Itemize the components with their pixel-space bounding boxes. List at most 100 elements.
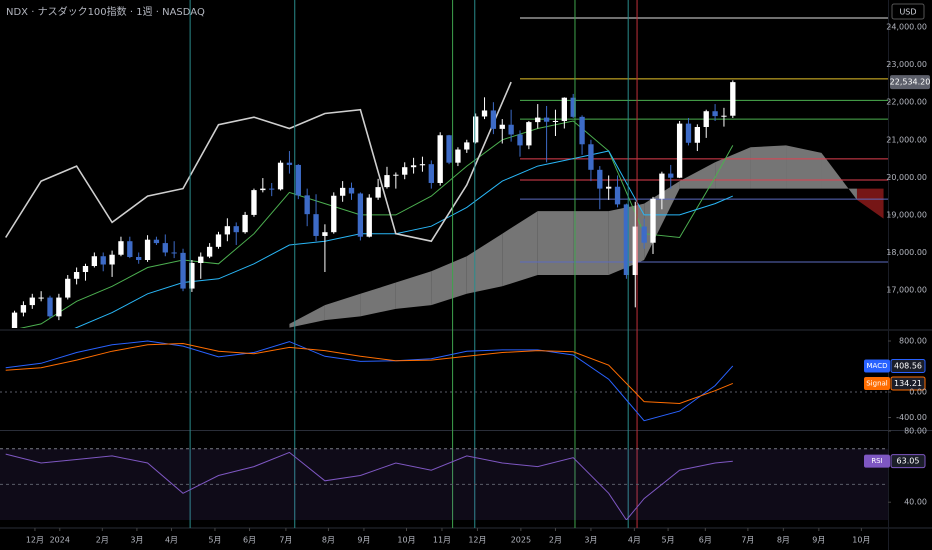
y-tick-label: 800.00	[899, 336, 927, 345]
candle-body	[91, 256, 98, 267]
y-tick-label: 22,000.00	[886, 98, 927, 107]
candle-body	[614, 186, 621, 205]
last-value: 408.56	[894, 361, 922, 370]
cloud-segment	[289, 305, 325, 328]
legend-name-box	[864, 359, 890, 373]
x-tick-label: 6月	[699, 536, 712, 545]
candle-body	[455, 149, 461, 163]
cloud-segment	[786, 145, 822, 189]
cloud-segment	[360, 282, 396, 317]
candle-body	[375, 187, 381, 198]
last-value-box	[890, 454, 926, 469]
candle-body	[47, 297, 53, 317]
candle-body	[730, 82, 736, 116]
candle-body	[721, 115, 727, 117]
candle-body	[410, 165, 417, 168]
candle-body	[650, 198, 656, 243]
candle-body	[56, 297, 62, 317]
x-tick-label: 8月	[322, 536, 335, 545]
x-tick-label: 11月	[433, 536, 451, 545]
candle-body	[215, 234, 222, 247]
x-tick-label: 9月	[357, 536, 370, 545]
y-tick-label: -400.00	[896, 413, 927, 422]
candle-body	[517, 134, 523, 146]
y-tick-label: 24,000.00	[886, 23, 927, 32]
candle-body	[499, 124, 505, 129]
candle-body	[472, 116, 479, 143]
cloud-segment	[750, 145, 787, 189]
candle-body	[694, 126, 701, 143]
legend-name-box	[864, 454, 890, 468]
candle-body	[277, 162, 284, 190]
cloud-segment	[324, 293, 361, 321]
candle-body	[490, 110, 497, 129]
candle-body	[331, 195, 337, 233]
candle-body	[206, 246, 213, 257]
candle-body	[127, 241, 133, 257]
x-tick-label: 10月	[397, 536, 415, 545]
cloud-segment	[431, 256, 467, 306]
candle-body	[623, 204, 630, 276]
candle-body	[73, 272, 80, 279]
candle-body	[668, 173, 674, 178]
candle-body	[136, 256, 142, 260]
x-tick-label: 12月	[26, 536, 44, 545]
x-tick-label: 3月	[130, 536, 143, 545]
candle-body	[579, 116, 585, 145]
candle-body	[38, 297, 44, 299]
cloud-segment	[715, 147, 751, 189]
candle-body	[144, 239, 151, 260]
last-value-box	[890, 358, 926, 373]
cloud-segment	[573, 211, 609, 276]
x-tick-label: 7月	[279, 536, 292, 545]
x-tick-label: 2024	[50, 536, 70, 545]
candle-body	[153, 239, 160, 244]
candle-body	[339, 187, 346, 196]
candle-body	[233, 226, 239, 233]
last-value: 134.21	[894, 379, 922, 388]
currency: USD	[899, 8, 916, 17]
candle-body	[348, 187, 355, 194]
candle-body	[588, 144, 594, 170]
candle-body	[570, 97, 576, 117]
candle-body	[561, 97, 567, 121]
legend-name: Signal	[866, 379, 888, 387]
legend-name-box	[864, 376, 890, 390]
candle-body	[393, 174, 399, 176]
candle-body	[384, 175, 390, 188]
pane	[5, 17, 888, 328]
candle-body	[322, 232, 328, 236]
candle-body	[597, 169, 603, 189]
candle-body	[82, 266, 89, 273]
candle-body	[295, 164, 301, 196]
candle-body	[632, 226, 638, 276]
cloud-segment	[856, 188, 884, 219]
chart-title: NDX · ナスダック100指数 · 1週 · NASDAQ	[6, 5, 205, 18]
x-tick-label: 5月	[662, 536, 675, 545]
candle-body	[685, 123, 692, 143]
candle-body	[286, 162, 293, 165]
indicator-line	[19, 120, 734, 328]
candle-body	[366, 197, 372, 237]
indicator-line	[74, 150, 733, 328]
candle-body	[162, 243, 168, 253]
candle-body	[535, 117, 541, 123]
y-tick-label: 18,000.00	[886, 248, 927, 257]
currency-box[interactable]	[891, 3, 925, 20]
y-tick-label: 23,000.00	[886, 60, 927, 69]
indicator-line	[5, 340, 734, 422]
candle-body	[65, 278, 71, 298]
indicator-line	[5, 81, 512, 243]
candle-body	[526, 122, 532, 146]
candle-body	[659, 173, 665, 199]
candle-body	[419, 164, 426, 166]
candle-body	[260, 188, 266, 191]
cloud-segment	[821, 152, 857, 200]
candle-body	[437, 135, 443, 183]
x-tick-label: 2月	[549, 536, 562, 545]
candle-body	[606, 186, 612, 189]
candle-body	[481, 110, 488, 117]
indicator-line	[5, 342, 733, 405]
y-tick-label: 17,000.00	[886, 286, 927, 295]
